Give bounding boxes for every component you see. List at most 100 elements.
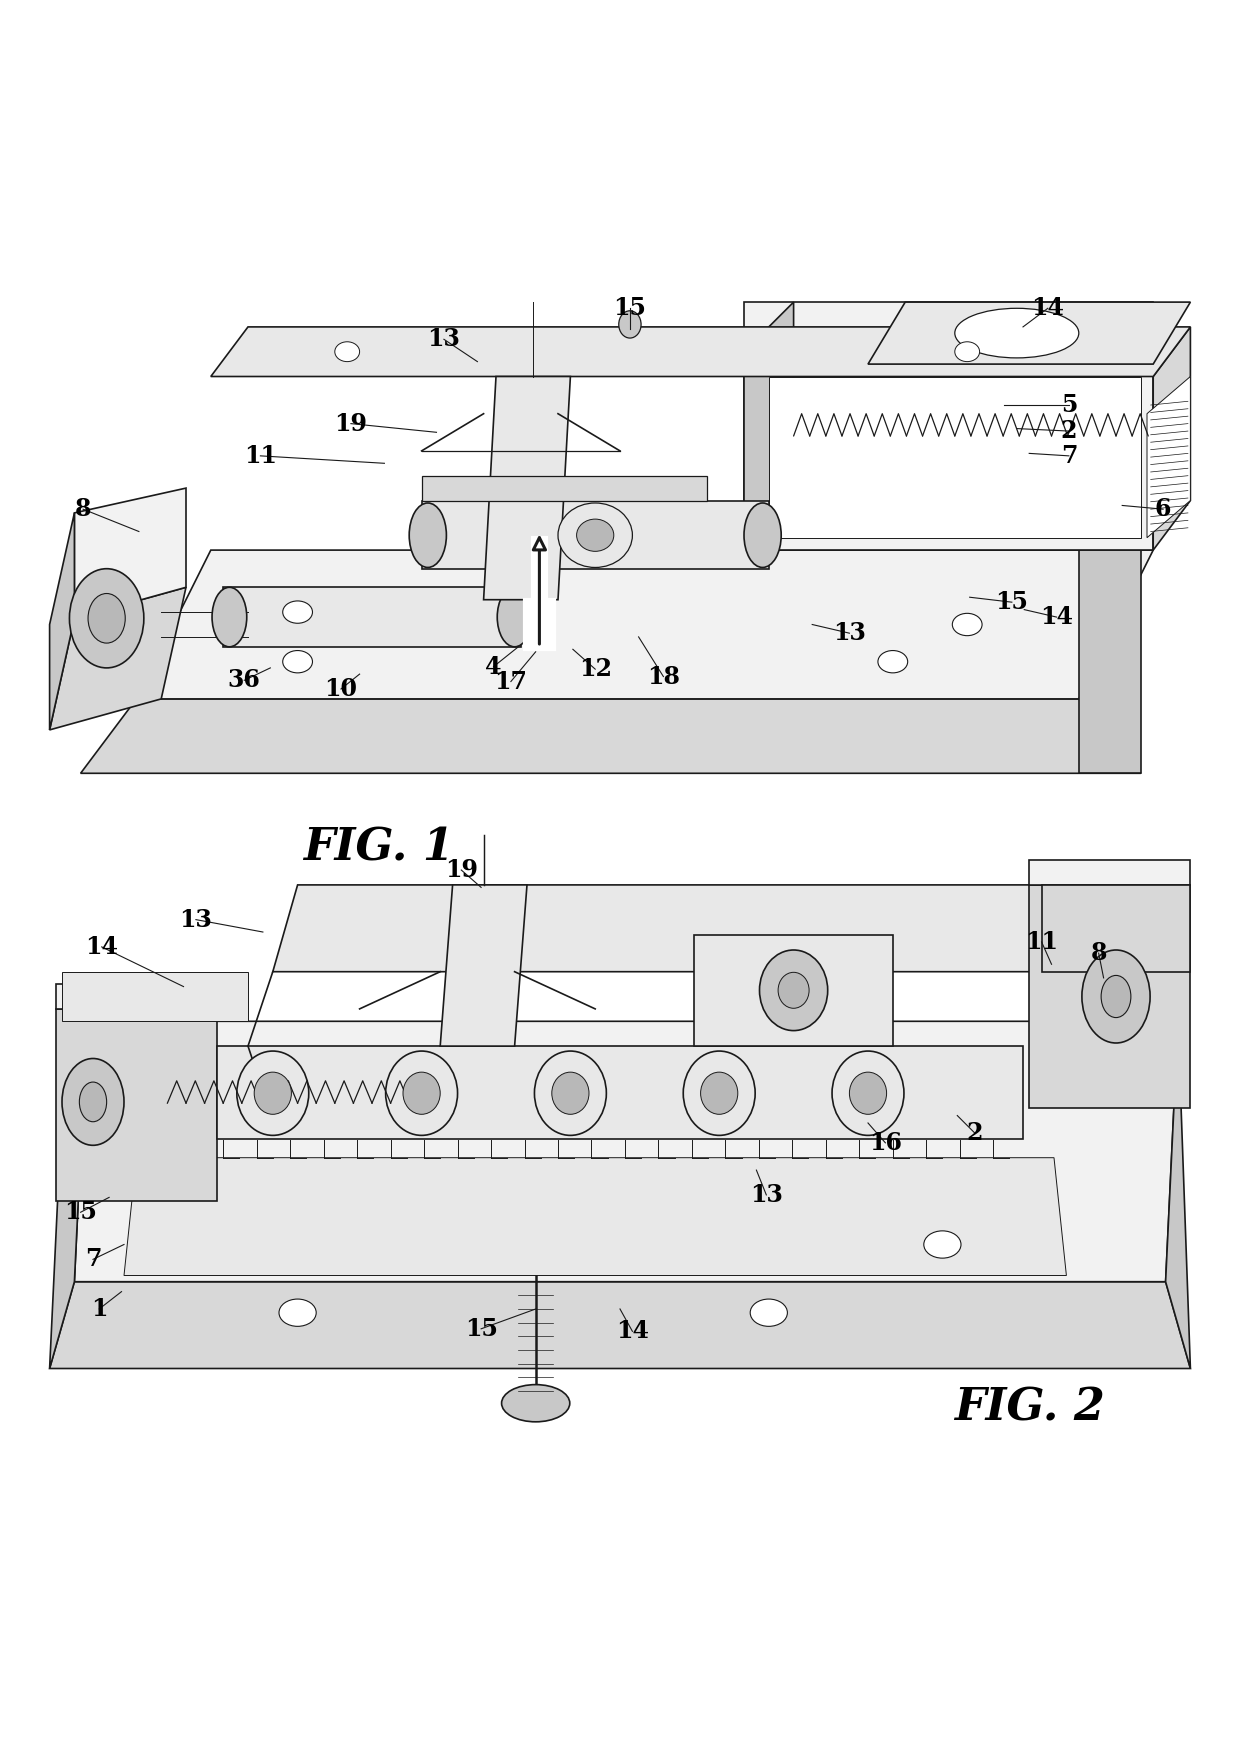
Ellipse shape (534, 1050, 606, 1136)
Text: FIG. 2: FIG. 2 (954, 1387, 1105, 1429)
Text: 13: 13 (750, 1183, 782, 1208)
Text: 7: 7 (1060, 443, 1078, 468)
Text: FIG. 1: FIG. 1 (303, 825, 454, 869)
Ellipse shape (403, 1071, 440, 1115)
Ellipse shape (88, 593, 125, 644)
Text: 15: 15 (996, 590, 1028, 614)
Text: 17: 17 (495, 670, 527, 693)
Text: 13: 13 (428, 328, 460, 351)
Ellipse shape (283, 600, 312, 623)
Polygon shape (81, 700, 1141, 773)
Ellipse shape (497, 588, 532, 647)
Ellipse shape (1101, 975, 1131, 1017)
Ellipse shape (619, 311, 641, 339)
Polygon shape (1042, 885, 1190, 972)
Text: 8: 8 (1090, 941, 1107, 965)
Ellipse shape (779, 972, 808, 1009)
Polygon shape (744, 302, 794, 550)
Ellipse shape (878, 651, 908, 674)
Polygon shape (1153, 326, 1190, 550)
Polygon shape (868, 302, 1190, 365)
Text: 14: 14 (1032, 297, 1064, 321)
Polygon shape (273, 885, 1066, 972)
Ellipse shape (212, 588, 247, 647)
Text: 19: 19 (335, 412, 367, 436)
Text: 10: 10 (325, 677, 357, 701)
Polygon shape (694, 935, 893, 1045)
Ellipse shape (759, 949, 828, 1031)
Ellipse shape (79, 1082, 107, 1122)
Text: 16: 16 (869, 1131, 901, 1155)
Text: 7: 7 (84, 1248, 102, 1272)
Text: 19: 19 (445, 859, 477, 881)
Ellipse shape (552, 1071, 589, 1115)
Polygon shape (124, 1157, 1066, 1276)
Ellipse shape (683, 1050, 755, 1136)
Polygon shape (484, 377, 570, 600)
Ellipse shape (335, 342, 360, 361)
Ellipse shape (577, 518, 614, 551)
Ellipse shape (952, 612, 982, 635)
Text: 11: 11 (1025, 930, 1058, 955)
Text: 18: 18 (647, 665, 680, 689)
Ellipse shape (1081, 949, 1149, 1044)
Ellipse shape (279, 1298, 316, 1326)
Ellipse shape (69, 569, 144, 668)
Ellipse shape (955, 342, 980, 361)
Text: 14: 14 (1040, 606, 1073, 628)
Ellipse shape (501, 1384, 569, 1422)
Text: 12: 12 (579, 658, 611, 681)
Polygon shape (525, 537, 554, 649)
Text: 13: 13 (180, 907, 212, 932)
Text: 14: 14 (86, 935, 118, 960)
Text: 2: 2 (1060, 419, 1078, 443)
Polygon shape (74, 489, 186, 618)
Ellipse shape (62, 1059, 124, 1145)
Polygon shape (422, 476, 707, 501)
Polygon shape (1147, 377, 1190, 537)
Polygon shape (769, 377, 1141, 537)
Polygon shape (50, 513, 74, 729)
Polygon shape (74, 1021, 1178, 1281)
Polygon shape (211, 326, 1190, 377)
Ellipse shape (409, 503, 446, 567)
Polygon shape (744, 302, 1153, 550)
Text: 4: 4 (485, 654, 502, 679)
Ellipse shape (386, 1050, 458, 1136)
Text: 8: 8 (74, 497, 92, 522)
Ellipse shape (744, 503, 781, 567)
Ellipse shape (955, 309, 1079, 358)
Polygon shape (50, 1281, 1190, 1368)
Polygon shape (62, 972, 248, 1021)
Text: 13: 13 (833, 621, 866, 646)
Ellipse shape (750, 1298, 787, 1326)
Text: 36: 36 (228, 668, 260, 693)
Polygon shape (50, 1021, 87, 1368)
Ellipse shape (283, 651, 312, 674)
Polygon shape (217, 1045, 1023, 1139)
Ellipse shape (924, 1230, 961, 1258)
Polygon shape (440, 885, 527, 1045)
Ellipse shape (832, 1050, 904, 1136)
Ellipse shape (849, 1071, 887, 1115)
Text: 15: 15 (64, 1201, 97, 1225)
Polygon shape (50, 588, 186, 729)
Text: 15: 15 (614, 297, 646, 321)
Text: 11: 11 (244, 443, 277, 468)
Polygon shape (1029, 885, 1190, 1108)
Text: 6: 6 (1154, 497, 1172, 522)
Polygon shape (56, 984, 217, 1009)
Polygon shape (56, 1009, 217, 1201)
Polygon shape (223, 588, 521, 647)
Polygon shape (1079, 550, 1141, 773)
Text: 14: 14 (616, 1319, 649, 1344)
Text: 5: 5 (1060, 393, 1078, 417)
Text: 1: 1 (91, 1297, 108, 1321)
Polygon shape (136, 550, 1153, 700)
Polygon shape (1029, 860, 1190, 885)
Polygon shape (422, 501, 769, 569)
Polygon shape (1166, 1021, 1190, 1368)
Ellipse shape (558, 503, 632, 567)
Text: 15: 15 (465, 1317, 497, 1340)
Ellipse shape (701, 1071, 738, 1115)
